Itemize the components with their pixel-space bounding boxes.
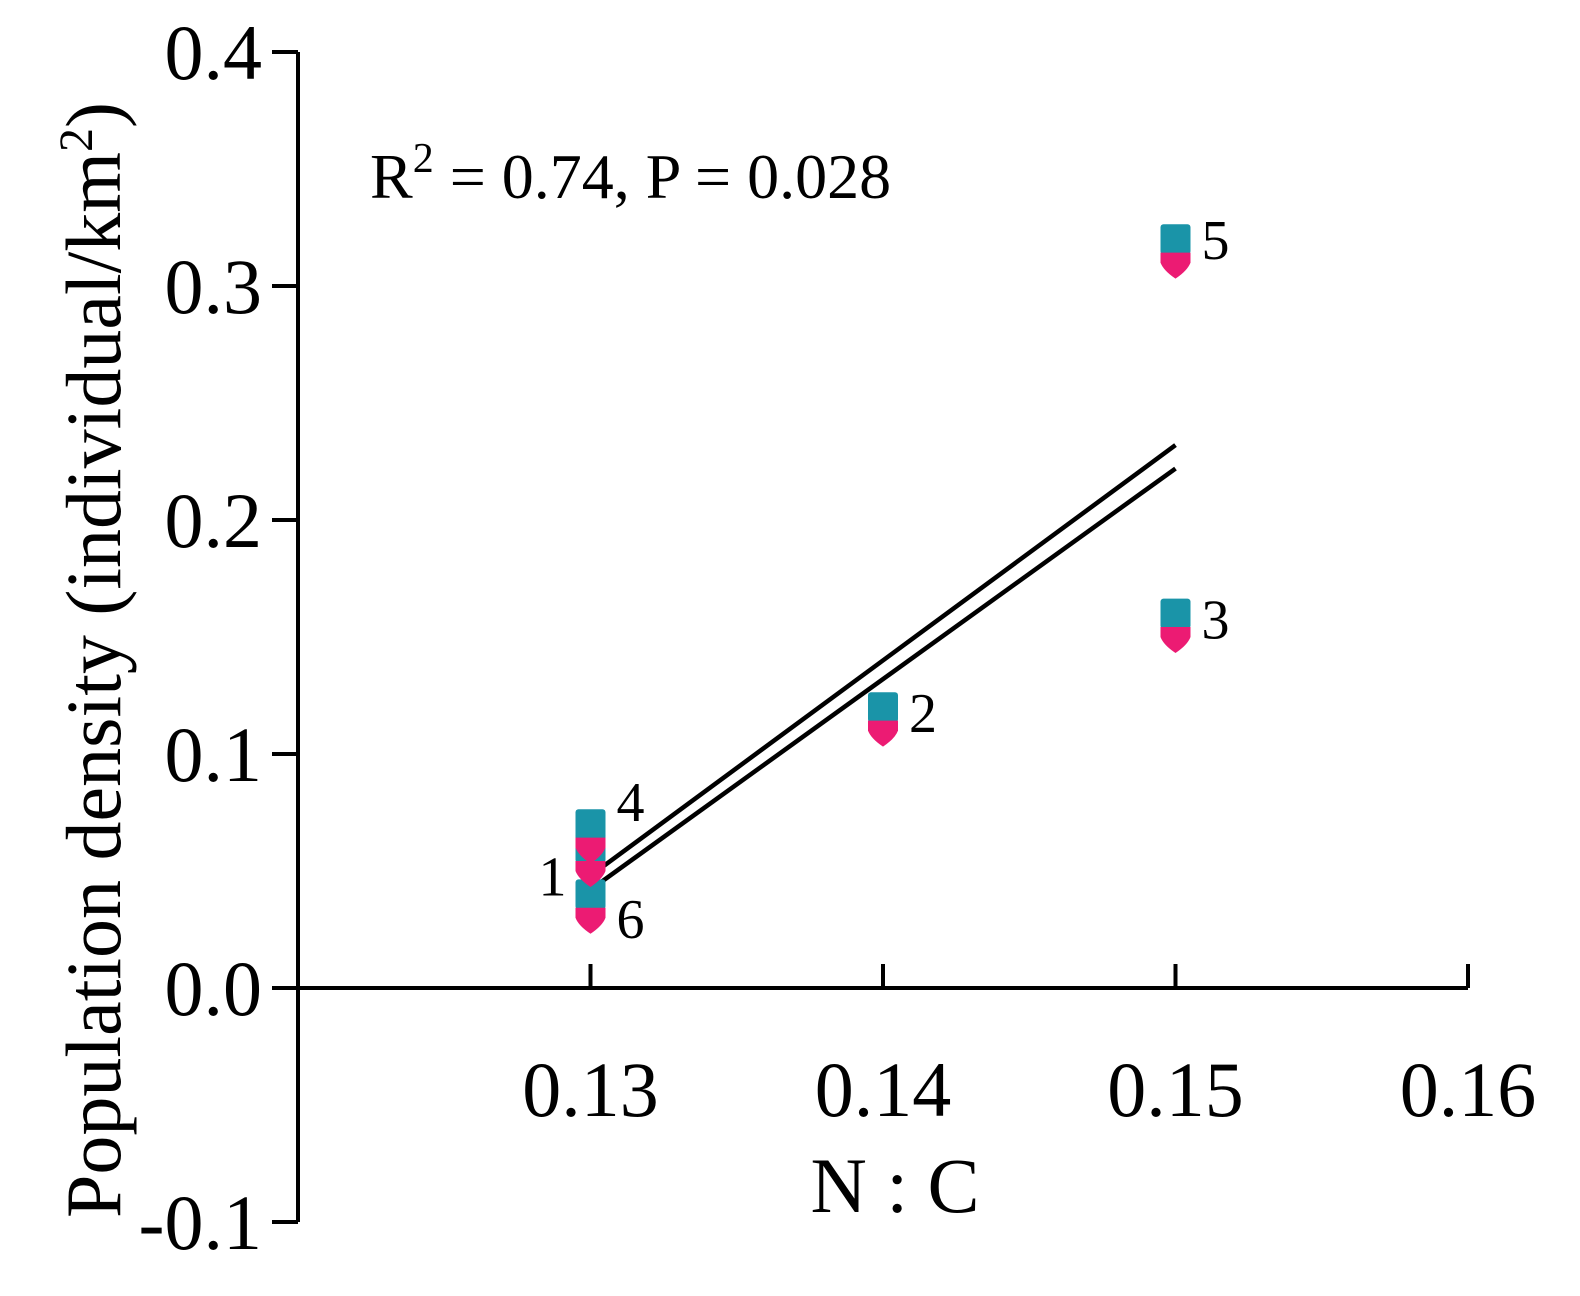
point-label: 1 — [539, 847, 567, 909]
y-tick-label: 0.4 — [165, 9, 263, 96]
point-drop — [575, 907, 606, 934]
y-tick-label: 0.1 — [165, 711, 263, 798]
y-tick-label: 0.2 — [165, 477, 263, 564]
stats-annotation: R2 = 0.74, P = 0.028 — [370, 136, 891, 212]
x-tick-label: 0.14 — [815, 1046, 952, 1133]
point-label: 6 — [617, 889, 645, 951]
point-label: 3 — [1202, 589, 1230, 651]
x-tick-label: 0.16 — [1400, 1046, 1537, 1133]
point-drop — [1160, 627, 1191, 653]
x-tick-label: 0.13 — [522, 1046, 659, 1133]
y-axis-title-main: Population density (individual/km — [50, 152, 137, 1218]
point-drop — [1160, 252, 1191, 279]
point-labels: 1 2 3 4 5 6 — [539, 210, 1230, 951]
y-tick-label: 0.3 — [165, 243, 263, 330]
fit-line — [589, 443, 1177, 878]
y-tick-label: -0.1 — [139, 1179, 262, 1266]
point-square — [1160, 224, 1191, 255]
point-drop — [868, 720, 898, 747]
stats-values: = 0.74, P = 0.028 — [434, 141, 891, 212]
point-drop — [575, 837, 606, 864]
point-square — [575, 809, 606, 840]
point-square — [1160, 598, 1191, 629]
point-label: 5 — [1202, 210, 1230, 272]
stats-r: R — [370, 141, 413, 212]
point-square — [868, 692, 898, 723]
y-axis-title-close: ) — [50, 102, 137, 128]
y-axis-title: Population density (individual/km2) — [50, 102, 137, 1218]
y-axis-title-superscript: 2 — [50, 128, 103, 152]
point-label: 2 — [909, 683, 937, 745]
y-tick-label: 0.0 — [165, 945, 263, 1032]
axes: -0.1 0.0 0.1 0.2 0.3 0.4 0.13 0.14 0.15 0.16 — [139, 9, 1537, 1266]
stats-r-superscript: 2 — [413, 136, 434, 182]
point-label: 4 — [617, 772, 645, 834]
x-axis-title: N : C — [810, 1142, 979, 1229]
data-points — [575, 224, 1191, 934]
point-drop — [575, 861, 606, 887]
point-square — [575, 879, 606, 910]
fit-line — [589, 466, 1177, 892]
x-tick-label: 0.15 — [1107, 1046, 1244, 1133]
fit-lines — [589, 443, 1177, 892]
